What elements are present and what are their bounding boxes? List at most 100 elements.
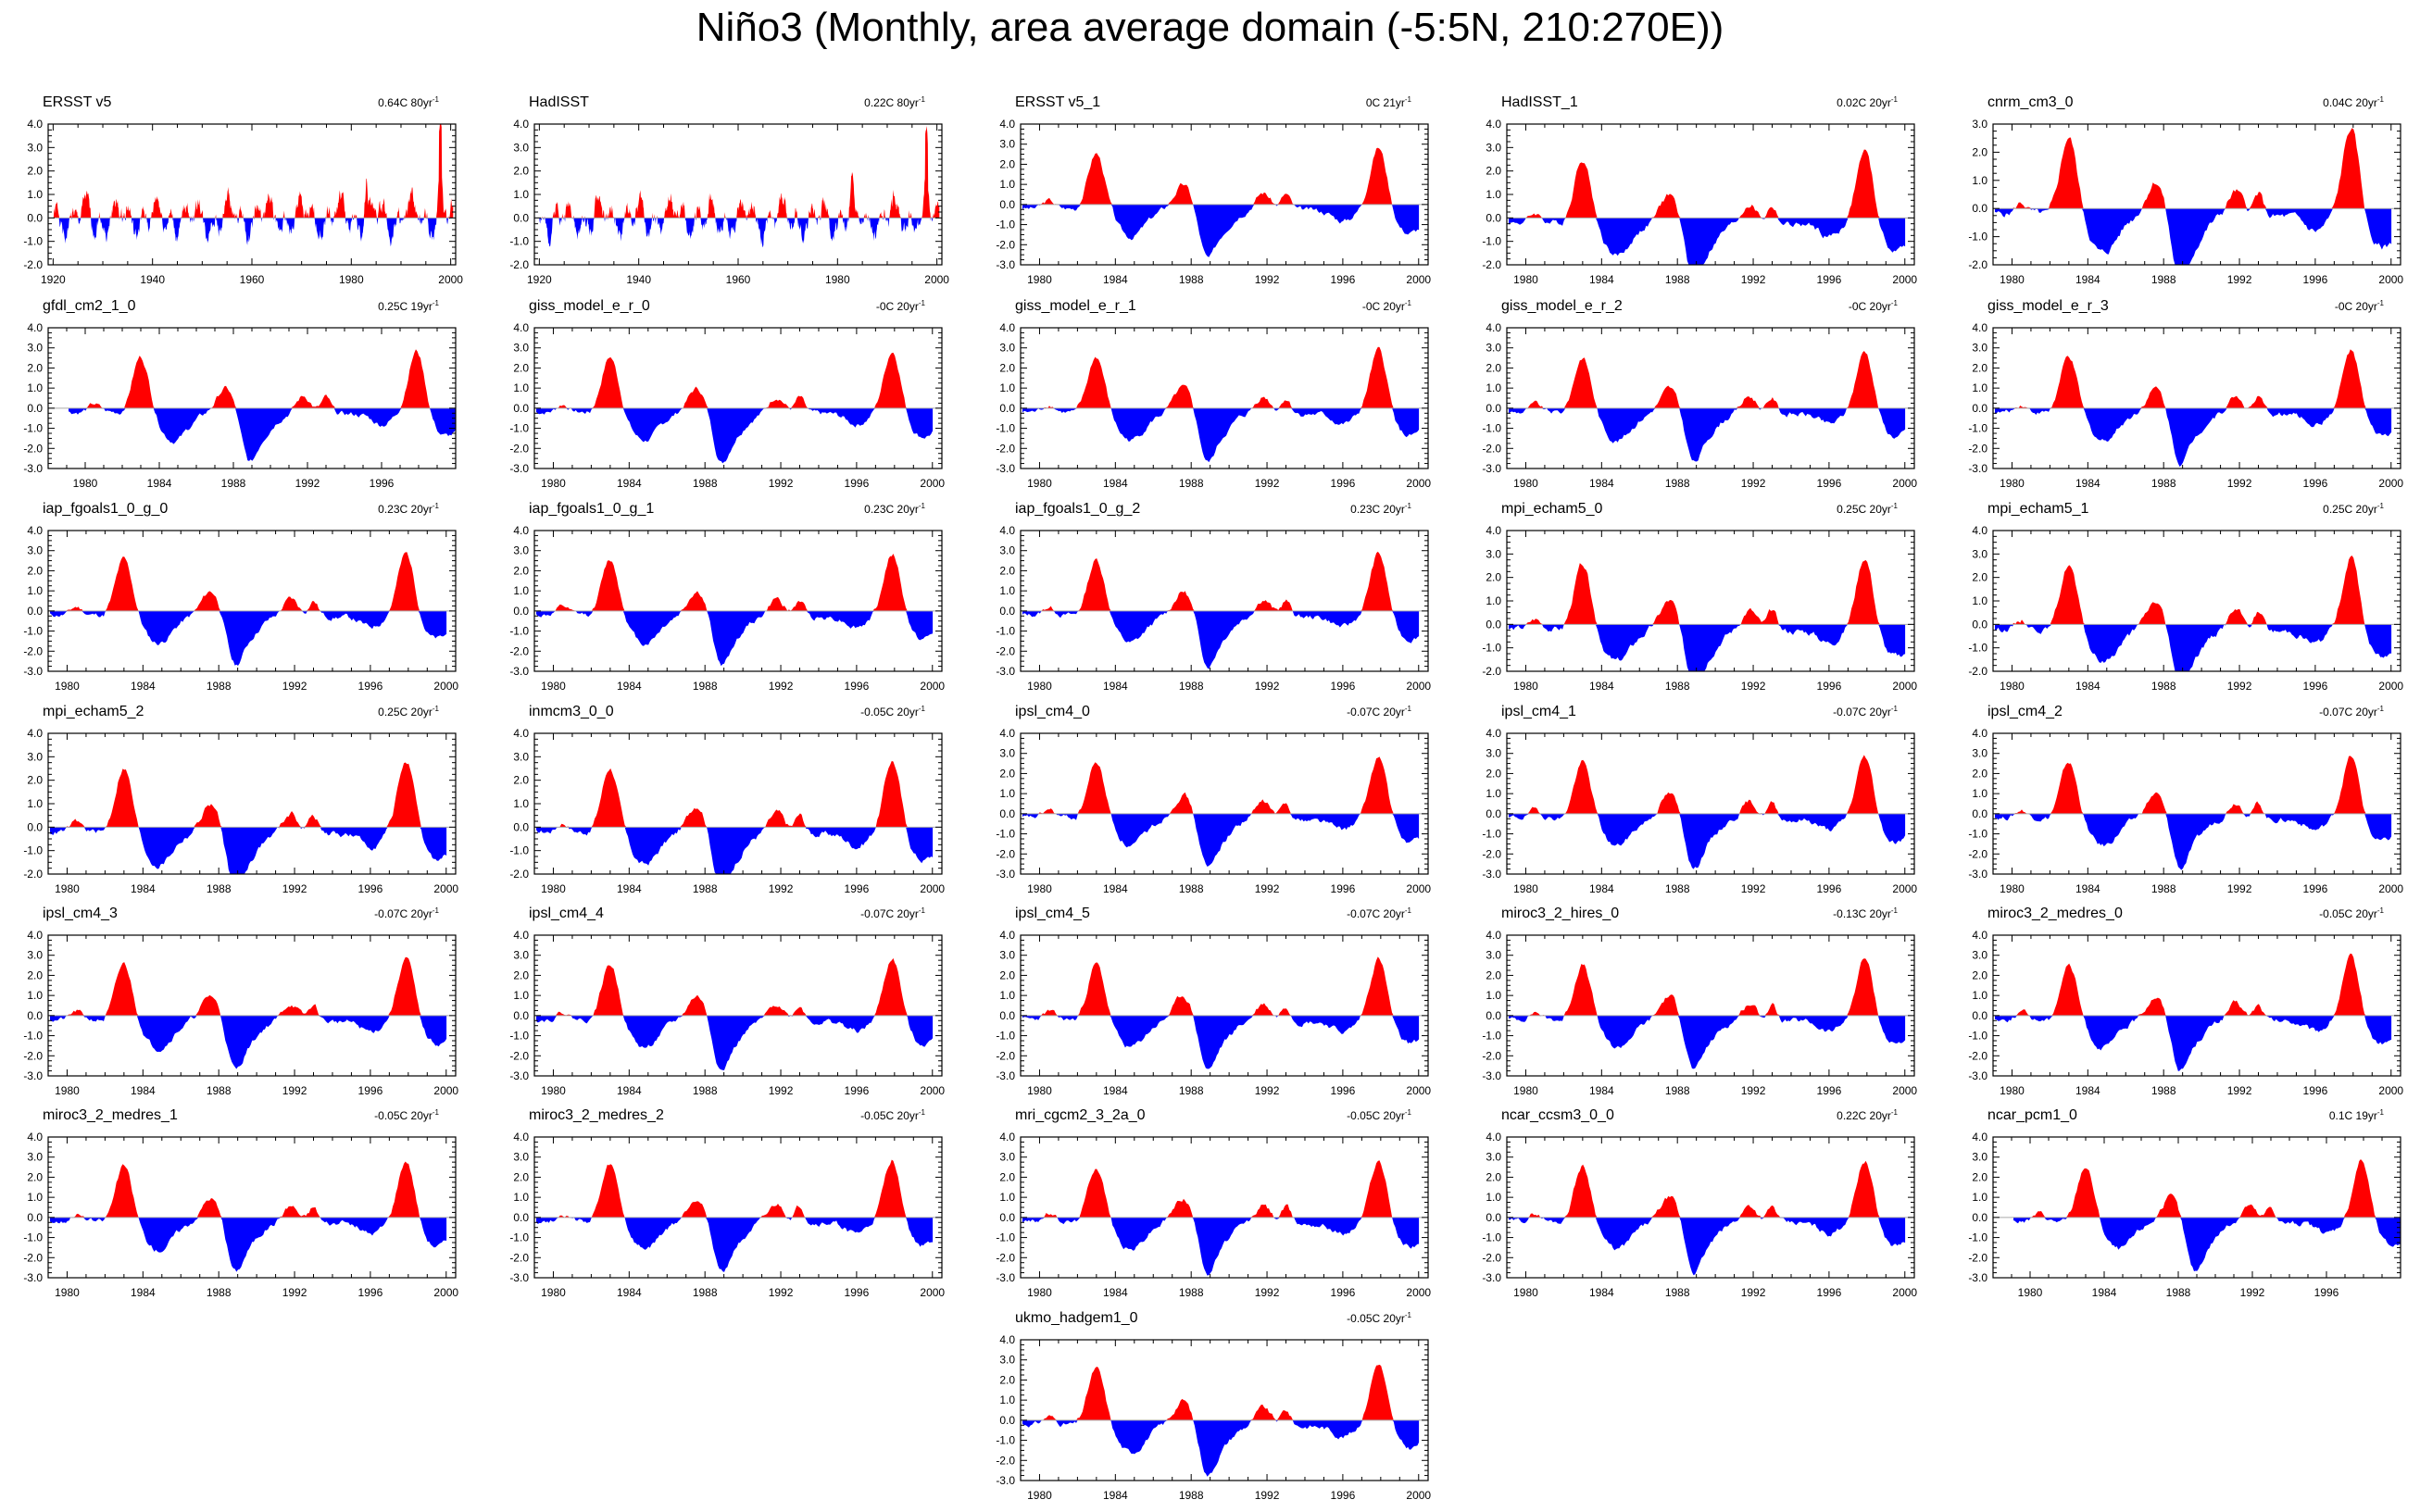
x-tick-label: 1992 xyxy=(1741,1084,1766,1097)
y-tick-label: 2.0 xyxy=(27,774,43,787)
y-tick-label: 0.0 xyxy=(999,1211,1015,1224)
panel-trend-label: -0.05C 20yr-1 xyxy=(2319,906,2384,920)
x-tick-label: 1984 xyxy=(2075,477,2100,490)
panel-trend-label: 0.23C 20yr-1 xyxy=(378,502,439,516)
chart-panel: 1980 1984 1988 1992 1996 -3.0 -2.0 -1.0 0.0 1.0 2.… xyxy=(1945,1107,2408,1309)
x-tick-label: 2000 xyxy=(1406,477,1431,490)
negative-anomaly-area xyxy=(1509,1217,1906,1276)
positive-anomaly-area xyxy=(1509,958,1906,1016)
y-tick-label: -2.0 xyxy=(509,258,529,271)
y-tick-label: 3.0 xyxy=(1486,1151,1501,1164)
chart-panel: 1980 1984 1988 1992 1996 2000 -2.0 -1.0 0.0 1.0 2.… xyxy=(1945,501,2408,703)
panel-title: ipsl_cm4_4 xyxy=(529,906,604,921)
panel-title: mpi_echam5_2 xyxy=(43,704,144,719)
y-tick-label: -2.0 xyxy=(23,1049,43,1062)
y-tick-label: 4.0 xyxy=(513,321,529,334)
x-tick-label: 1984 xyxy=(2075,1084,2100,1097)
chart-panel: 1980 1984 1988 1992 1996 2000 -2.0 -1.0 0.0 1.0 2.… xyxy=(1459,501,1922,703)
positive-anomaly-area xyxy=(1509,755,1906,814)
y-tick-label: 0.0 xyxy=(27,1211,43,1224)
x-tick-label: 1988 xyxy=(1179,477,1204,490)
x-tick-label: 1992 xyxy=(2240,1286,2265,1299)
trend-value: 0.25C 20yr xyxy=(378,706,433,719)
panel-title: miroc3_2_hires_0 xyxy=(1501,906,1620,921)
positive-anomaly-area xyxy=(69,349,457,408)
trend-exponent: -1 xyxy=(1404,95,1411,104)
panel-title: ipsl_cm4_3 xyxy=(43,906,118,921)
negative-anomaly-area xyxy=(536,407,934,464)
y-tick-label: 4.0 xyxy=(513,1131,529,1143)
panel-title: ukmo_hadgem1_0 xyxy=(1015,1310,1138,1326)
y-tick-label: 3.0 xyxy=(1972,949,1987,962)
y-tick-label: -1.0 xyxy=(1482,1231,1501,1244)
y-tick-label: 0.0 xyxy=(513,402,529,415)
y-tick-label: 3.0 xyxy=(1486,747,1501,760)
x-tick-label: 1980 xyxy=(825,273,850,286)
trend-value: -0.05C 20yr xyxy=(860,1109,919,1122)
negative-anomaly-area xyxy=(50,827,447,874)
y-tick-label: 1.0 xyxy=(513,1191,529,1204)
x-tick-label: 2000 xyxy=(1892,882,1917,895)
panel-trend-label: -0.07C 20yr-1 xyxy=(1347,705,1411,719)
trend-exponent: -1 xyxy=(918,705,925,713)
panel-title: mri_cgcm2_3_2a_0 xyxy=(1015,1107,1146,1123)
y-tick-label: -1.0 xyxy=(509,1231,529,1244)
y-tick-label: -1.0 xyxy=(23,844,43,857)
chart-panel: 1980 1984 1988 1992 1996 2000 -3.0 -2.0 -1.0 0.0 1… xyxy=(486,501,949,703)
y-tick-label: 3.0 xyxy=(27,750,43,763)
panel-trend-label: -0.07C 20yr-1 xyxy=(374,906,439,920)
y-tick-label: 0.0 xyxy=(27,1009,43,1022)
x-tick-label: 1980 xyxy=(55,1286,80,1299)
x-tick-label: 1988 xyxy=(2151,882,2176,895)
panel-trend-label: 0.02C 20yr-1 xyxy=(1837,95,1898,109)
y-tick-label: 1.0 xyxy=(27,188,43,201)
y-tick-label: 0.0 xyxy=(513,1009,529,1022)
y-tick-label: 2.0 xyxy=(27,564,43,577)
y-tick-label: -2.0 xyxy=(1968,442,1987,455)
y-tick-label: 2.0 xyxy=(1972,145,1987,158)
y-tick-label: 4.0 xyxy=(999,727,1015,740)
x-tick-label: 1980 xyxy=(1027,882,1052,895)
chart-svg: 1920 1940 1960 1980 2000 -2.0 -1.0 0.0 1.0 2.0 3.0… xyxy=(23,118,463,286)
x-tick-label: 1992 xyxy=(1255,882,1280,895)
y-tick-label: 4.0 xyxy=(1972,1131,1987,1143)
y-tick-label: 0.0 xyxy=(999,605,1015,618)
trend-value: -0.05C 20yr xyxy=(374,1109,433,1122)
y-tick-label: -1.0 xyxy=(1482,422,1501,435)
negative-anomaly-area xyxy=(536,610,934,667)
x-tick-label: 2000 xyxy=(920,882,945,895)
panel-title: cnrm_cm3_0 xyxy=(1987,94,2074,110)
chart-svg: 1980 1984 1988 1992 1996 2000 -2.0 -1.0 0.0 1.0 2.… xyxy=(1482,524,1917,693)
positive-anomaly-area xyxy=(1022,1160,1420,1218)
x-tick-label: 1988 xyxy=(1665,273,1690,286)
y-tick-label: -2.0 xyxy=(1968,847,1987,860)
y-tick-label: 1.0 xyxy=(513,989,529,1002)
trend-exponent: -1 xyxy=(2376,299,2384,307)
chart-svg: 1980 1984 1988 1992 1996 2000 -3.0 -2.0 -1.0 0.0 1… xyxy=(23,1131,458,1299)
x-tick-label: 1984 xyxy=(1589,882,1614,895)
y-tick-label: -1.0 xyxy=(1482,828,1501,841)
positive-anomaly-area xyxy=(50,956,447,1016)
panel-title: ncar_pcm1_0 xyxy=(1987,1107,2077,1123)
x-tick-label: 1996 xyxy=(845,1084,870,1097)
x-tick-label: 2000 xyxy=(1406,1286,1431,1299)
y-tick-label: -1.0 xyxy=(23,625,43,638)
y-tick-label: -3.0 xyxy=(1482,1271,1501,1284)
x-tick-label: 1980 xyxy=(541,477,566,490)
negative-anomaly-area xyxy=(1022,1419,1420,1477)
x-tick-label: 1988 xyxy=(693,1286,718,1299)
x-tick-label: 1996 xyxy=(2303,477,2328,490)
y-tick-label: -2.0 xyxy=(23,1251,43,1264)
positive-anomaly-area xyxy=(53,124,454,219)
trend-value: -0.07C 20yr xyxy=(374,907,433,920)
chart-svg: 1980 1984 1988 1992 1996 2000 -2.0 -1.0 0.0 1.0 2.… xyxy=(509,727,945,895)
x-tick-label: 1988 xyxy=(2151,680,2176,693)
panel-trend-label: -0.07C 20yr-1 xyxy=(1833,705,1898,719)
chart-svg: 1980 1984 1988 1992 1996 -3.0 -2.0 -1.0 0.0 1.0 2.… xyxy=(23,321,457,490)
negative-anomaly-area xyxy=(1509,1015,1906,1069)
chart-panel: 1980 1984 1988 1992 1996 2000 -3.0 -2.0 -1.0 0.0 1… xyxy=(486,1107,949,1309)
chart-panel: 1980 1984 1988 1992 1996 2000 -3.0 -2.0 -1.0 0.0 1… xyxy=(972,298,1436,500)
x-tick-label: 1980 xyxy=(1027,273,1052,286)
y-tick-label: -1.0 xyxy=(23,1231,43,1244)
